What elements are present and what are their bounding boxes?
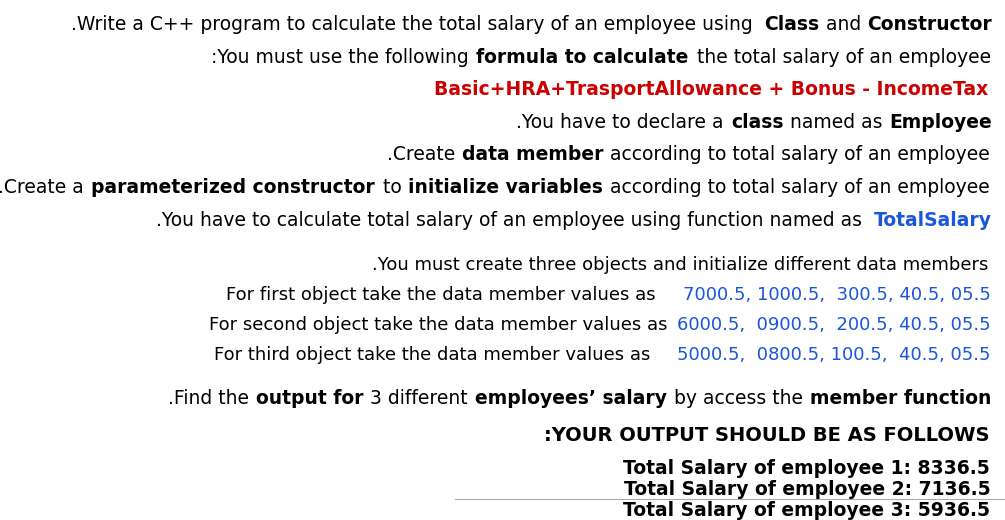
Text: to: to bbox=[377, 178, 408, 197]
Text: class: class bbox=[732, 113, 784, 132]
Text: .Write a C++ program to calculate the total salary of an employee using: .Write a C++ program to calculate the to… bbox=[70, 15, 759, 34]
Text: the total salary of an employee: the total salary of an employee bbox=[690, 48, 991, 67]
Text: 5000.5,  0800.5, 100.5,  40.5, 05.5: 5000.5, 0800.5, 100.5, 40.5, 05.5 bbox=[677, 346, 991, 364]
Text: Constructor: Constructor bbox=[867, 15, 992, 34]
Text: For first object take the data member values as: For first object take the data member va… bbox=[226, 286, 679, 304]
Text: Total Salary of employee 1: 8336.5: Total Salary of employee 1: 8336.5 bbox=[623, 459, 990, 478]
Text: Total Salary of employee 2: 7136.5: Total Salary of employee 2: 7136.5 bbox=[623, 480, 990, 499]
Text: according to total salary of an employee: according to total salary of an employee bbox=[604, 146, 990, 164]
Text: employees’ salary: employees’ salary bbox=[474, 388, 666, 408]
Text: 3 different: 3 different bbox=[364, 388, 473, 408]
Text: .You have to calculate total salary of an employee using function named as: .You have to calculate total salary of a… bbox=[157, 211, 868, 230]
Text: :You must use the following: :You must use the following bbox=[211, 48, 474, 67]
Text: member function: member function bbox=[810, 388, 992, 408]
Text: according to total salary of an employee: according to total salary of an employee bbox=[604, 178, 990, 197]
Text: by access the: by access the bbox=[668, 388, 809, 408]
Text: Total Salary of employee 3: 5936.5: Total Salary of employee 3: 5936.5 bbox=[623, 501, 990, 520]
Text: output for: output for bbox=[255, 388, 363, 408]
Text: :YOUR OUTPUT SHOULD BE AS FOLLOWS: :YOUR OUTPUT SHOULD BE AS FOLLOWS bbox=[544, 426, 990, 445]
Text: 6000.5,  0900.5,  200.5, 40.5, 05.5: 6000.5, 0900.5, 200.5, 40.5, 05.5 bbox=[677, 316, 991, 334]
Text: TotalSalary: TotalSalary bbox=[874, 211, 992, 230]
Text: parameterized constructor: parameterized constructor bbox=[90, 178, 375, 197]
Text: .You must create three objects and initialize different data members: .You must create three objects and initi… bbox=[372, 256, 988, 274]
Text: .You have to declare a: .You have to declare a bbox=[516, 113, 730, 132]
Text: .Create: .Create bbox=[387, 146, 461, 164]
Text: and: and bbox=[820, 15, 867, 34]
Text: Basic+HRA+TrasportAllowance + Bonus - IncomeTax: Basic+HRA+TrasportAllowance + Bonus - In… bbox=[434, 80, 989, 99]
Text: For second object take the data member values as: For second object take the data member v… bbox=[209, 316, 673, 334]
Text: data member: data member bbox=[461, 146, 603, 164]
Text: .Create a: .Create a bbox=[0, 178, 89, 197]
Text: initialize variables: initialize variables bbox=[408, 178, 603, 197]
Text: .Find the: .Find the bbox=[168, 388, 255, 408]
Text: Employee: Employee bbox=[889, 113, 992, 132]
Text: For third object take the data member values as: For third object take the data member va… bbox=[214, 346, 673, 364]
Text: Class: Class bbox=[764, 15, 819, 34]
Text: formula to calculate: formula to calculate bbox=[476, 48, 688, 67]
Text: named as: named as bbox=[784, 113, 888, 132]
Text: 7000.5, 1000.5,  300.5, 40.5, 05.5: 7000.5, 1000.5, 300.5, 40.5, 05.5 bbox=[682, 286, 991, 304]
